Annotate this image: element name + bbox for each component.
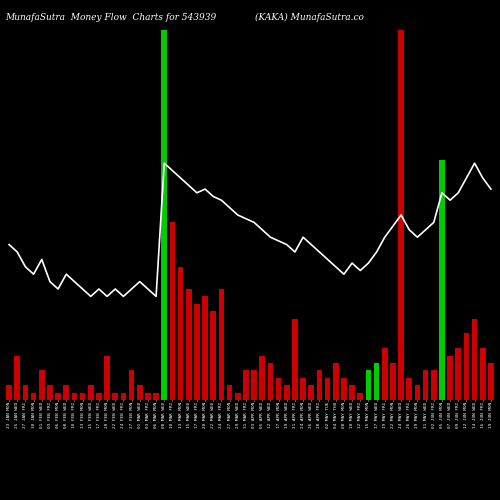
Bar: [406, 378, 412, 400]
Bar: [472, 318, 478, 400]
Bar: [456, 348, 461, 400]
Bar: [382, 348, 388, 400]
Bar: [431, 370, 436, 400]
Bar: [120, 392, 126, 400]
Bar: [104, 356, 110, 400]
Bar: [333, 363, 338, 400]
Bar: [366, 370, 372, 400]
Bar: [308, 385, 314, 400]
Bar: [260, 356, 265, 400]
Bar: [170, 222, 175, 400]
Bar: [88, 385, 94, 400]
Bar: [218, 289, 224, 400]
Bar: [210, 311, 216, 400]
Bar: [390, 363, 396, 400]
Text: (KAKA) MunafaSutra.co: (KAKA) MunafaSutra.co: [255, 12, 364, 22]
Bar: [226, 385, 232, 400]
Bar: [194, 304, 200, 400]
Bar: [202, 296, 208, 400]
Bar: [316, 370, 322, 400]
Bar: [414, 385, 420, 400]
Bar: [398, 30, 404, 400]
Bar: [153, 392, 159, 400]
Bar: [374, 363, 380, 400]
Text: MunafaSutra  Money Flow  Charts for 543939: MunafaSutra Money Flow Charts for 543939: [5, 12, 216, 22]
Bar: [358, 392, 363, 400]
Bar: [300, 378, 306, 400]
Bar: [178, 267, 184, 400]
Bar: [64, 385, 69, 400]
Bar: [480, 348, 486, 400]
Bar: [55, 392, 61, 400]
Bar: [235, 392, 240, 400]
Bar: [14, 356, 20, 400]
Bar: [96, 392, 102, 400]
Bar: [422, 370, 428, 400]
Bar: [6, 385, 12, 400]
Bar: [488, 363, 494, 400]
Bar: [439, 160, 445, 400]
Bar: [30, 392, 36, 400]
Bar: [464, 334, 469, 400]
Bar: [162, 30, 167, 400]
Bar: [243, 370, 249, 400]
Bar: [80, 392, 86, 400]
Bar: [47, 385, 53, 400]
Bar: [447, 356, 453, 400]
Bar: [128, 370, 134, 400]
Bar: [276, 378, 281, 400]
Bar: [186, 289, 192, 400]
Bar: [268, 363, 274, 400]
Bar: [341, 378, 347, 400]
Bar: [112, 392, 118, 400]
Bar: [292, 318, 298, 400]
Bar: [349, 385, 355, 400]
Bar: [137, 385, 142, 400]
Bar: [324, 378, 330, 400]
Bar: [251, 370, 257, 400]
Bar: [72, 392, 78, 400]
Bar: [39, 370, 44, 400]
Bar: [145, 392, 151, 400]
Bar: [284, 385, 290, 400]
Bar: [22, 385, 28, 400]
